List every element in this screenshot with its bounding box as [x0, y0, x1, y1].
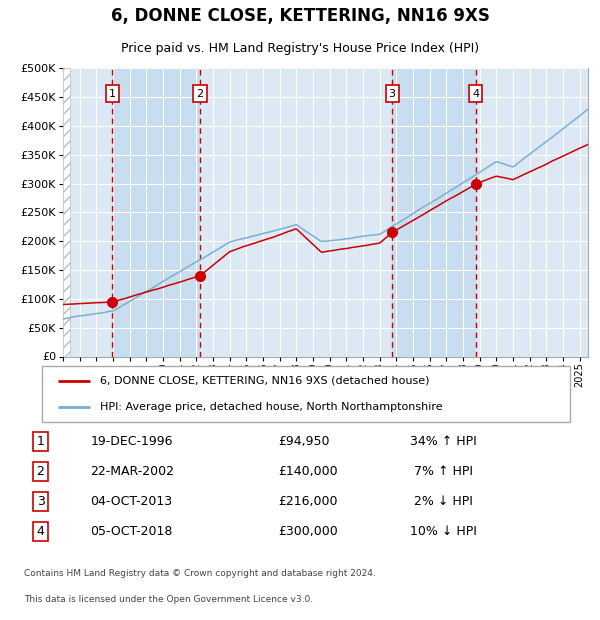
Text: 3: 3 [389, 89, 395, 99]
Bar [63, 68, 70, 356]
Text: HPI: Average price, detached house, North Northamptonshire: HPI: Average price, detached house, Nort… [100, 402, 443, 412]
Text: 2: 2 [196, 89, 203, 99]
Text: £300,000: £300,000 [278, 525, 338, 538]
Text: 34% ↑ HPI: 34% ↑ HPI [410, 435, 477, 448]
Text: 2% ↓ HPI: 2% ↓ HPI [410, 495, 473, 508]
Text: 2: 2 [37, 465, 44, 478]
Text: 6, DONNE CLOSE, KETTERING, NN16 9XS: 6, DONNE CLOSE, KETTERING, NN16 9XS [110, 7, 490, 25]
Text: 4: 4 [472, 89, 479, 99]
Text: 6, DONNE CLOSE, KETTERING, NN16 9XS (detached house): 6, DONNE CLOSE, KETTERING, NN16 9XS (det… [100, 376, 430, 386]
Text: 05-OCT-2018: 05-OCT-2018 [90, 525, 173, 538]
Text: 1: 1 [109, 89, 116, 99]
Text: 3: 3 [37, 495, 44, 508]
Text: £140,000: £140,000 [278, 465, 338, 478]
Text: Price paid vs. HM Land Registry's House Price Index (HPI): Price paid vs. HM Land Registry's House … [121, 42, 479, 55]
Text: 1: 1 [37, 435, 44, 448]
Text: Contains HM Land Registry data © Crown copyright and database right 2024.: Contains HM Land Registry data © Crown c… [24, 569, 376, 578]
Text: 04-OCT-2013: 04-OCT-2013 [90, 495, 172, 508]
Text: This data is licensed under the Open Government Licence v3.0.: This data is licensed under the Open Gov… [24, 595, 313, 604]
Text: 10% ↓ HPI: 10% ↓ HPI [410, 525, 477, 538]
Bar [200, 68, 392, 356]
Bar [392, 68, 476, 356]
Text: 19-DEC-1996: 19-DEC-1996 [90, 435, 173, 448]
Text: 22-MAR-2002: 22-MAR-2002 [90, 465, 174, 478]
FancyBboxPatch shape [42, 366, 570, 422]
Text: 4: 4 [37, 525, 44, 538]
Bar [476, 68, 588, 356]
Bar [112, 68, 200, 356]
Bar [63, 68, 112, 356]
Text: 7% ↑ HPI: 7% ↑ HPI [410, 465, 473, 478]
Text: £216,000: £216,000 [278, 495, 337, 508]
Text: £94,950: £94,950 [278, 435, 329, 448]
